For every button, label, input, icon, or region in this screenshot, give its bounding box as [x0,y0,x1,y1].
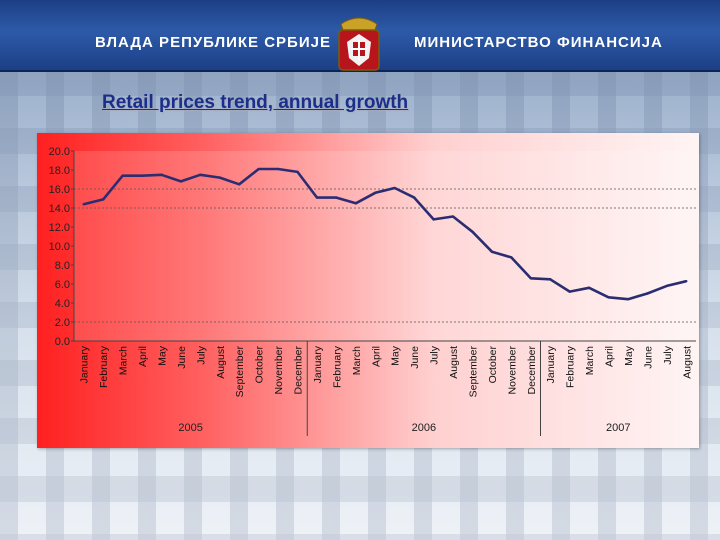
data-point [354,202,358,205]
line-chart: 0.0 2.0 4.0 6.0 8.0 10.0 12.0 14.0 16.0 18.0 20.0 J… [49,146,696,436]
x-tick-label: April [604,346,616,367]
coat-of-arms-icon [338,17,380,71]
x-tick-label: July [429,345,441,364]
data-point [315,196,319,199]
data-point [218,176,221,179]
x-tick-label: January [312,345,324,383]
x-tick-label: April [137,346,149,367]
data-point [238,183,241,186]
x-tick-label: September [234,346,246,398]
data-point [451,215,455,218]
x-tick-label: March [118,346,130,375]
y-tick-label: 14.0 [49,203,70,215]
x-tick-label: October [254,346,266,384]
data-point [529,277,532,280]
data-point [101,198,105,201]
x-tick-label: August [448,346,460,379]
x-tick-label: July [195,345,207,364]
data-point [160,173,163,176]
data-point [82,203,85,206]
y-tick-label: 20.0 [49,146,70,158]
year-label: 2005 [178,422,202,434]
x-tick-label: May [156,345,168,366]
government-name: ВЛАДА РЕПУБЛИКЕ СРБИЈЕ [95,34,331,51]
data-point [549,278,552,281]
data-point [490,250,494,253]
data-point [296,170,299,174]
y-tick-label: 18.0 [49,165,70,177]
y-tick-label: 6.0 [55,279,70,291]
x-tick-label: September [467,346,479,398]
data-point [646,292,649,295]
data-point [179,180,183,183]
x-tick-label: November [506,345,518,394]
x-tick-label: February [98,345,110,388]
x-tick-label: July [662,345,674,364]
data-point [607,296,610,299]
data-point [257,167,260,171]
year-label: 2007 [606,422,630,434]
x-tick-label: March [351,346,363,375]
data-point [626,298,630,301]
data-point [276,167,280,171]
y-tick-label: 16.0 [49,184,70,196]
series-line [83,167,687,301]
data-point [199,173,202,176]
x-tick-label: June [176,346,188,369]
ministry-name: МИНИСТАРСТВО ФИНАНСИЈА [414,34,663,51]
y-tick-label: 12.0 [49,222,70,234]
x-tick-label: May [390,345,402,366]
x-tick-label: November [273,345,285,394]
x-tick-label: August [681,346,693,379]
data-point [374,191,377,194]
x-tick-label: June [642,346,654,369]
data-point [665,284,669,288]
y-tick-label: 2.0 [55,317,70,329]
y-tick-label: 4.0 [55,298,70,310]
data-point [121,174,124,177]
data-point [412,196,416,199]
data-point [685,279,688,283]
data-point [568,290,571,293]
x-tick-label: June [409,346,421,369]
x-tick-label: April [370,346,382,367]
y-tick-label: 8.0 [55,260,70,272]
x-tick-label: December [526,345,538,394]
data-point [510,256,513,259]
data-point [471,230,474,233]
data-point [432,218,435,221]
x-tick-label: March [584,346,596,375]
chart-panel: 0.0 2.0 4.0 6.0 8.0 10.0 12.0 14.0 16.0 18.0 20.0 J… [37,133,699,448]
data-point [140,174,144,177]
data-point [335,196,338,199]
chart-title: Retail prices trend, annual growth [102,92,409,113]
x-tick-label: December [293,345,305,394]
x-tick-label: May [623,345,635,366]
x-tick-label: February [331,345,343,388]
x-tick-label: January [545,345,557,383]
year-label: 2006 [412,422,436,434]
plot-area [74,151,696,341]
x-tick-label: February [565,345,577,388]
x-tick-label: October [487,346,499,384]
data-point [393,186,396,190]
data-point [587,286,591,289]
x-tick-label: January [79,345,91,383]
y-tick-label: 0.0 [55,336,70,348]
y-tick-label: 10.0 [49,241,70,253]
x-tick-label: August [215,346,227,379]
